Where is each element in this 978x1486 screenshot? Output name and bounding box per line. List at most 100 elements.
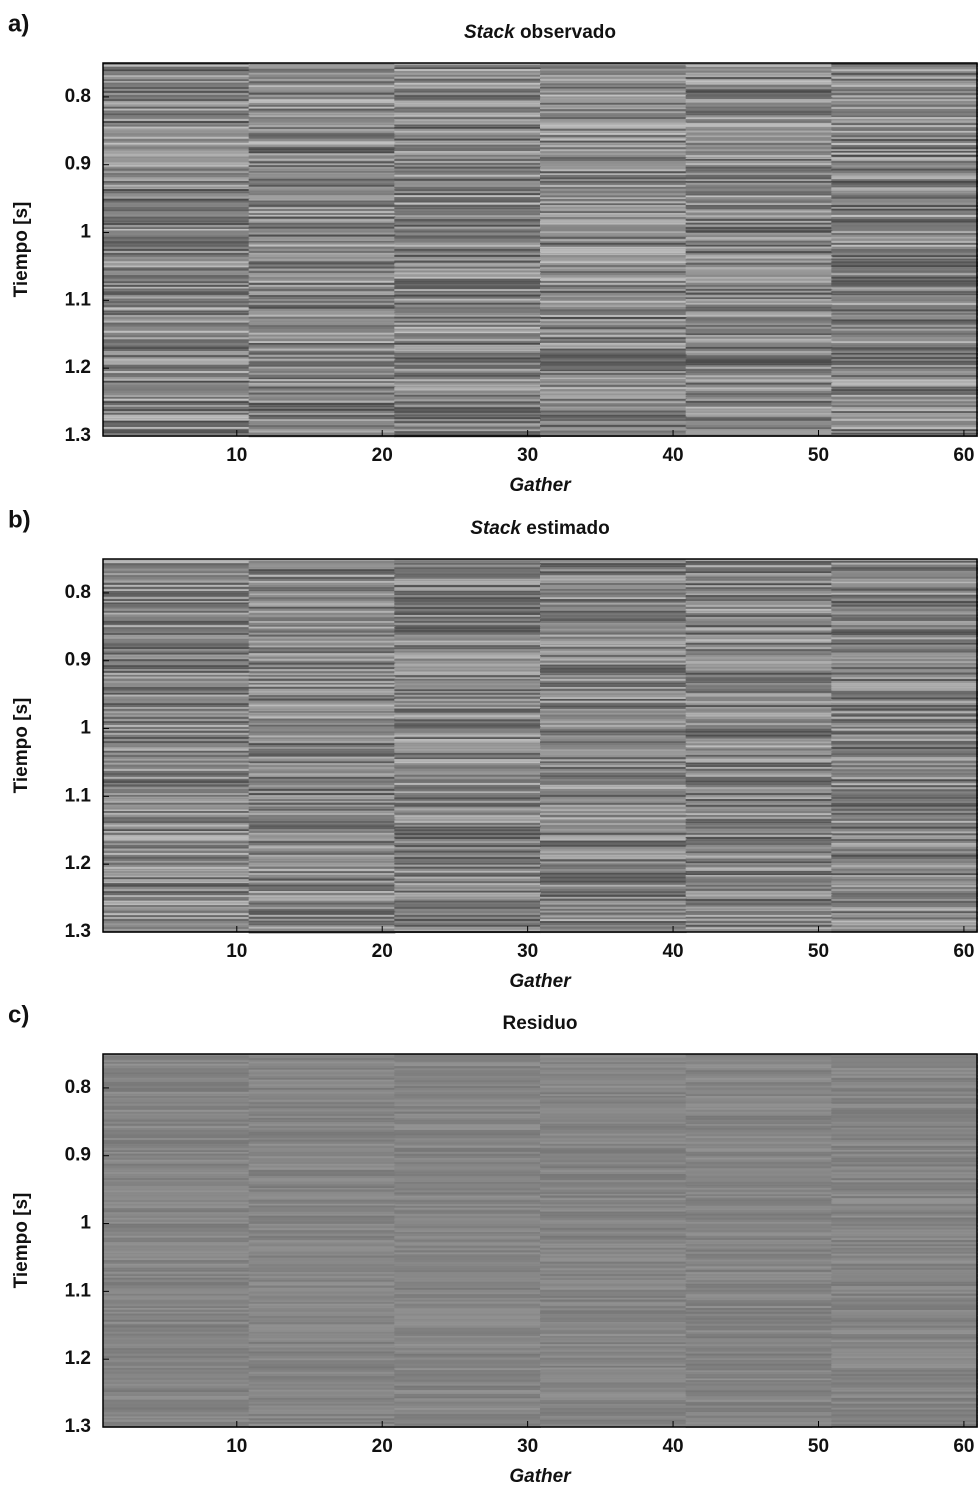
texture-strip [248, 1355, 396, 1358]
texture-strip [248, 1178, 396, 1181]
texture-strip [103, 425, 250, 428]
texture-strip [103, 1081, 250, 1084]
texture-strip [685, 1380, 833, 1383]
texture-strip [248, 1189, 396, 1192]
texture-strip [540, 712, 687, 715]
texture-strip [831, 165, 978, 168]
texture-strip [540, 667, 687, 670]
texture-strip [103, 738, 250, 741]
texture-strip [394, 593, 541, 596]
texture-strip [103, 1103, 250, 1106]
texture-strip [394, 1075, 541, 1078]
texture-strip [540, 154, 687, 157]
texture-strip [103, 1374, 250, 1377]
texture-strip [103, 1301, 250, 1304]
texture-strip [248, 854, 396, 857]
texture-strip [103, 801, 250, 804]
texture-strip [248, 313, 396, 316]
texture-strip [103, 1358, 250, 1361]
texture-strip [394, 166, 541, 169]
texture-strip [103, 97, 250, 100]
texture-strip [540, 316, 687, 319]
texture-strip [685, 1238, 833, 1241]
texture-strip [540, 784, 687, 787]
texture-strip [685, 585, 833, 588]
texture-strip [248, 634, 396, 637]
texture-strip [394, 719, 541, 722]
texture-strip [540, 578, 687, 581]
texture-strip [394, 1300, 541, 1303]
texture-strip [103, 69, 250, 72]
texture-strip [540, 389, 687, 392]
texture-strip [831, 373, 978, 376]
texture-strip [540, 1065, 687, 1068]
texture-strip [685, 87, 833, 90]
texture-strip [248, 405, 396, 408]
texture-strip [685, 774, 833, 777]
texture-strip [103, 798, 250, 801]
texture-strip [394, 1130, 541, 1133]
texture-strip [540, 1153, 687, 1156]
texture-strip [540, 1393, 687, 1396]
texture-strip [685, 756, 833, 759]
texture-strip [831, 162, 978, 165]
texture-strip [540, 781, 687, 784]
texture-strip [685, 314, 833, 317]
texture-strip [248, 702, 396, 705]
texture-strip [540, 285, 687, 288]
texture-strip [831, 1215, 978, 1218]
texture-strip [103, 1245, 250, 1248]
texture-strip [103, 1240, 250, 1243]
texture-strip [831, 1368, 978, 1371]
texture-strip [685, 1213, 833, 1216]
texture-strip [831, 175, 978, 178]
texture-strip [540, 1209, 687, 1212]
y-tick-label: 0.8 [65, 1077, 91, 1098]
texture-strip [685, 124, 833, 127]
texture-strip [831, 1311, 978, 1314]
texture-strip [831, 880, 978, 883]
texture-strip [831, 702, 978, 705]
texture-strip [831, 857, 978, 860]
texture-strip [394, 1072, 541, 1075]
texture-strip [248, 1196, 396, 1199]
texture-strip [540, 1334, 687, 1337]
texture-strip [685, 289, 833, 292]
texture-strip [831, 265, 978, 268]
texture-strip [685, 1361, 833, 1364]
texture-strip [394, 107, 541, 110]
texture-strip [540, 374, 687, 377]
texture-strip [248, 277, 396, 280]
texture-strip [394, 197, 541, 200]
texture-strip [394, 732, 541, 735]
texture-strip [394, 268, 541, 271]
texture-strip [831, 562, 978, 565]
texture-strip [394, 841, 541, 844]
title-italic: Stack [464, 22, 516, 43]
texture-strip [248, 1186, 396, 1189]
texture-strip [103, 102, 250, 105]
texture-strip [540, 145, 687, 148]
texture-strip [248, 647, 396, 650]
texture-strip [540, 1106, 687, 1109]
texture-strip [103, 589, 250, 592]
texture-strip [248, 630, 396, 633]
texture-strip [831, 820, 978, 823]
texture-strip [248, 873, 396, 876]
texture-strip [831, 605, 978, 608]
texture-strip [540, 134, 687, 137]
texture-strip [103, 903, 250, 906]
texture-strip [831, 674, 978, 677]
texture-strip [831, 401, 978, 404]
texture-strip [394, 761, 541, 764]
texture-strip [394, 282, 541, 285]
texture-strip [540, 1063, 687, 1066]
texture-strip [103, 267, 250, 270]
texture-strip [831, 132, 978, 135]
texture-strip [831, 84, 978, 87]
texture-strip [394, 597, 541, 600]
texture-strip [685, 262, 833, 265]
texture-strip [685, 90, 833, 93]
texture-strip [103, 884, 250, 887]
y-axis-label: Tiempo [s] [11, 698, 32, 794]
